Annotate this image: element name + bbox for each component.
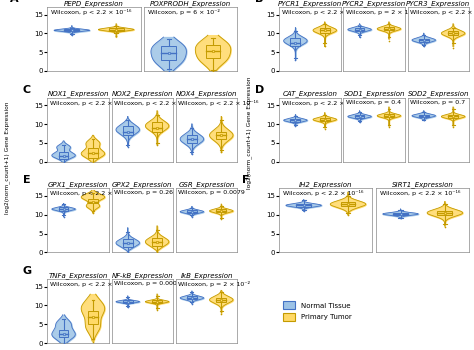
- Bar: [187, 135, 197, 143]
- Text: B: B: [255, 0, 263, 4]
- Title: PYCR2_Expression: PYCR2_Expression: [342, 0, 406, 7]
- Title: PYCR1_Expression: PYCR1_Expression: [278, 0, 342, 7]
- Bar: [88, 199, 98, 203]
- Bar: [59, 207, 69, 211]
- Bar: [291, 38, 301, 47]
- Bar: [206, 46, 220, 58]
- Bar: [355, 28, 365, 31]
- Bar: [216, 132, 226, 139]
- Bar: [64, 29, 79, 32]
- Bar: [320, 118, 330, 121]
- Text: A: A: [10, 0, 19, 4]
- Bar: [419, 114, 428, 117]
- Text: Wilcoxon, p = 6 × 10⁻²: Wilcoxon, p = 6 × 10⁻²: [148, 9, 220, 15]
- Bar: [59, 152, 69, 159]
- Bar: [123, 300, 133, 303]
- Bar: [340, 202, 356, 206]
- Title: NOX2_Expression: NOX2_Expression: [112, 91, 173, 97]
- Bar: [123, 126, 133, 135]
- Bar: [88, 148, 98, 158]
- Text: D: D: [255, 84, 264, 94]
- Title: GPX2_Expression: GPX2_Expression: [112, 181, 173, 188]
- Text: Wilcoxon, p = 0.26: Wilcoxon, p = 0.26: [114, 190, 173, 195]
- Bar: [187, 210, 197, 213]
- Bar: [152, 300, 162, 303]
- Title: PYCR3_Expression: PYCR3_Expression: [406, 0, 471, 7]
- Text: log2(norm_count+1) Gene Expression: log2(norm_count+1) Gene Expression: [246, 77, 252, 189]
- Text: Wilcoxon, p = 0.00056: Wilcoxon, p = 0.00056: [114, 281, 184, 286]
- Text: Wilcoxon, p < 2.2 × 10⁻¹⁶: Wilcoxon, p < 2.2 × 10⁻¹⁶: [50, 100, 130, 106]
- Bar: [448, 115, 458, 118]
- Text: G: G: [23, 266, 32, 276]
- Title: PEPD_Expression: PEPD_Expression: [64, 0, 124, 7]
- Title: CAT_Expression: CAT_Expression: [283, 91, 337, 97]
- Legend: Normal Tissue, Primary Tumor: Normal Tissue, Primary Tumor: [283, 301, 352, 321]
- Title: POXPRODH_Expression: POXPRODH_Expression: [150, 0, 231, 7]
- Text: Wilcoxon, p < 2.2 × 10⁻¹⁶: Wilcoxon, p < 2.2 × 10⁻¹⁶: [178, 100, 259, 106]
- Title: GPX1_Expression: GPX1_Expression: [48, 181, 109, 188]
- Text: Wilcoxon, p = 0.0079: Wilcoxon, p = 0.0079: [178, 190, 245, 195]
- Bar: [384, 27, 394, 30]
- Title: NOX1_Expression: NOX1_Expression: [47, 91, 109, 97]
- Title: NF-kB_Expression: NF-kB_Expression: [111, 272, 173, 279]
- Text: Wilcoxon, p < 2.2 × 10⁻¹⁶: Wilcoxon, p < 2.2 × 10⁻¹⁶: [380, 190, 460, 196]
- Title: IH2_Expression: IH2_Expression: [299, 181, 353, 188]
- Bar: [393, 213, 408, 215]
- Text: C: C: [23, 84, 31, 94]
- Text: Wilcoxon, p < 2.2 × 10⁻¹⁶: Wilcoxon, p < 2.2 × 10⁻¹⁶: [50, 281, 130, 287]
- Text: E: E: [23, 175, 30, 185]
- Bar: [88, 311, 98, 324]
- Text: Wilcoxon, p < 2.2 × 10⁻¹⁶: Wilcoxon, p < 2.2 × 10⁻¹⁶: [282, 9, 362, 15]
- Bar: [59, 330, 69, 337]
- Text: Wilcoxon, p < 2.2 × 10⁻¹⁶: Wilcoxon, p < 2.2 × 10⁻¹⁶: [50, 190, 130, 196]
- Text: Wilcoxon, p < 2.2 × 10⁻¹⁶: Wilcoxon, p < 2.2 × 10⁻¹⁶: [51, 9, 132, 15]
- Bar: [187, 296, 197, 299]
- Bar: [320, 28, 330, 33]
- Bar: [291, 119, 301, 122]
- Title: GSR_Expression: GSR_Expression: [178, 181, 235, 188]
- Bar: [384, 114, 394, 117]
- Bar: [216, 209, 226, 212]
- Text: Wilcoxon, p < 2.2 × 10⁻¹⁶: Wilcoxon, p < 2.2 × 10⁻¹⁶: [282, 100, 362, 106]
- Title: TNFa_Expression: TNFa_Expression: [48, 272, 108, 279]
- Bar: [448, 32, 458, 35]
- Text: log2(norm_count+1) Gene Expression: log2(norm_count+1) Gene Expression: [4, 101, 10, 214]
- Title: NOX4_Expression: NOX4_Expression: [176, 91, 237, 97]
- Text: F: F: [242, 175, 249, 185]
- Text: Wilcoxon, p = 0.4: Wilcoxon, p = 0.4: [346, 100, 401, 105]
- Bar: [123, 239, 133, 247]
- Text: Wilcoxon, p < 2.2 × 10⁻¹⁶: Wilcoxon, p < 2.2 × 10⁻¹⁶: [410, 9, 474, 15]
- Bar: [152, 238, 162, 246]
- Bar: [355, 115, 365, 118]
- Title: SOD2_Expression: SOD2_Expression: [408, 91, 469, 97]
- Title: SOD1_Expression: SOD1_Expression: [344, 91, 405, 97]
- Bar: [438, 211, 452, 215]
- Text: Wilcoxon, p < 2.2 × 10⁻¹⁶: Wilcoxon, p < 2.2 × 10⁻¹⁶: [283, 190, 364, 196]
- Text: Wilcoxon, p = 2 × 10⁻²: Wilcoxon, p = 2 × 10⁻²: [178, 281, 250, 287]
- Title: IkB_Expression: IkB_Expression: [180, 272, 233, 279]
- Bar: [161, 47, 176, 60]
- Title: SIRT1_Expression: SIRT1_Expression: [392, 181, 454, 188]
- Bar: [109, 28, 124, 31]
- Bar: [419, 38, 428, 42]
- Bar: [296, 204, 311, 207]
- Bar: [216, 298, 226, 302]
- Text: Wilcoxon, p = 0.7: Wilcoxon, p = 0.7: [410, 100, 465, 105]
- Bar: [152, 122, 162, 132]
- Text: Wilcoxon, p < 2.2 × 10⁻¹⁶: Wilcoxon, p < 2.2 × 10⁻¹⁶: [114, 100, 194, 106]
- Text: Wilcoxon, p = 2 × 10⁻²: Wilcoxon, p = 2 × 10⁻²: [346, 9, 418, 15]
